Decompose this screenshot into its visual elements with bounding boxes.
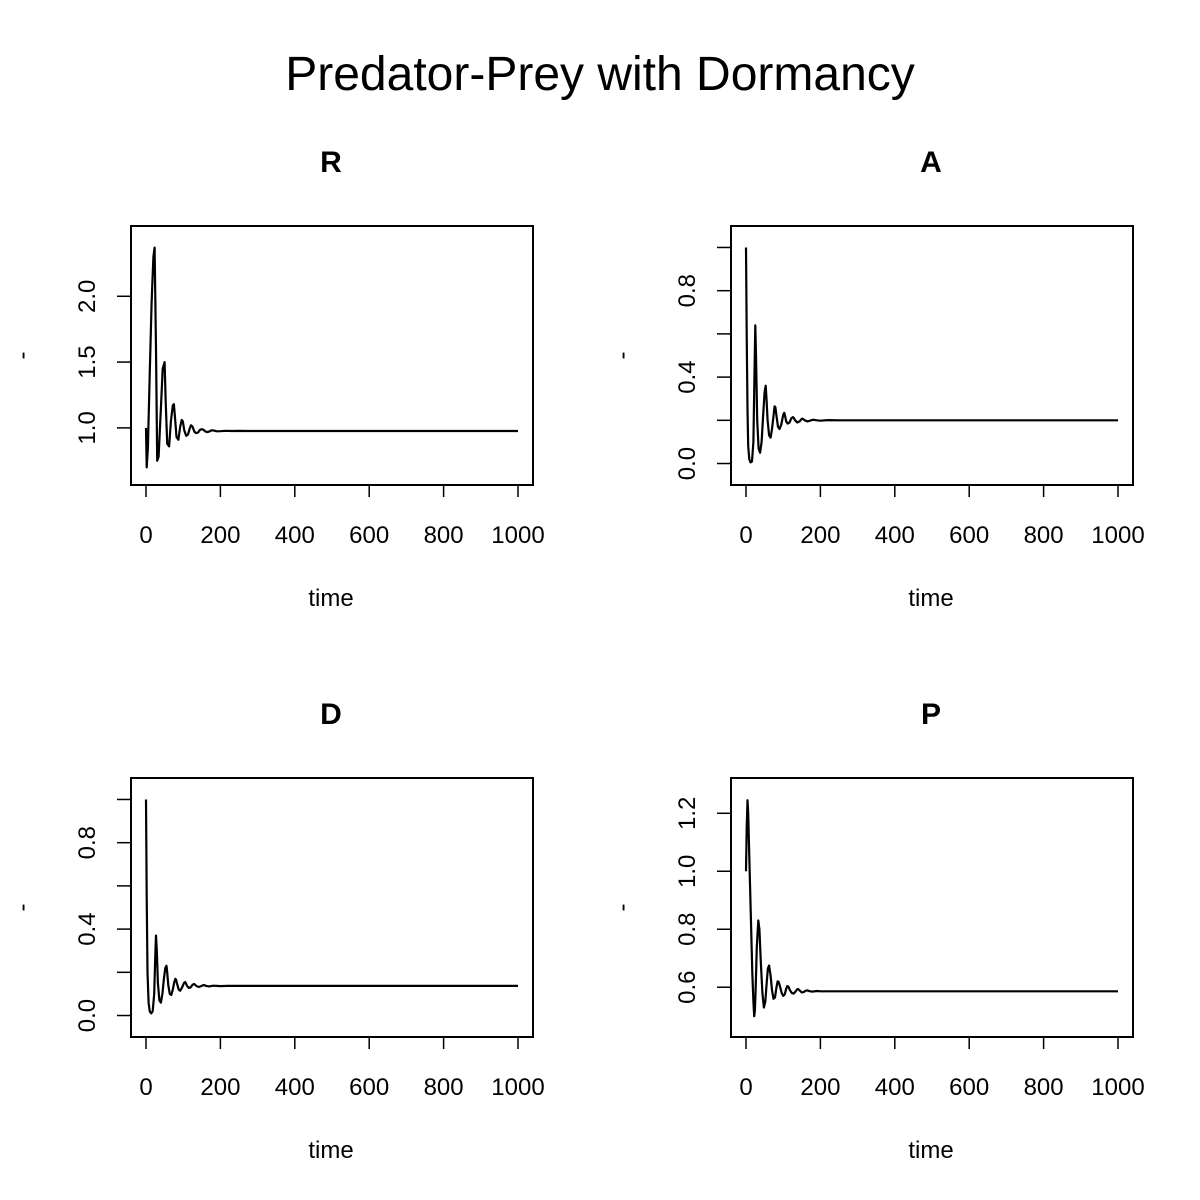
- x-tick-label: 600: [349, 1074, 389, 1101]
- x-tick-label: 0: [739, 522, 752, 549]
- series-line-d: [144, 799, 518, 1015]
- x-axis-label: time: [308, 1137, 353, 1164]
- x-tick-label: 600: [949, 522, 989, 549]
- panel-a: A 0 200 400 600 800 1000 0.0 0.4 0.8 time -: [609, 146, 1145, 612]
- panel-p: P 0 200 400 600 800 1000 0.6 0.8 1.0 1.2 time -: [609, 698, 1145, 1164]
- x-tick-label: 1000: [491, 522, 544, 549]
- y-axis-label: -: [609, 352, 636, 360]
- panel-r: R 0 200 400 600 800 1000 1.0 1.5 2.0 time -: [9, 146, 545, 612]
- y-tick-label: 2.0: [74, 280, 101, 313]
- panel-title: D: [320, 698, 342, 731]
- y-tick-label: 1.5: [74, 345, 101, 378]
- x-axis-label: time: [908, 585, 953, 612]
- y-tick-label: 0.8: [674, 274, 701, 307]
- y-tick-label: 1.0: [74, 411, 101, 444]
- y-axis-label: -: [609, 904, 636, 912]
- y-tick-label: 0.4: [674, 360, 701, 393]
- y-tick-label: 0.8: [674, 913, 701, 946]
- series-line-p: [744, 799, 1118, 1018]
- y-tick-label: 0.6: [674, 971, 701, 1004]
- x-tick-label: 800: [424, 1074, 464, 1101]
- x-tick-label: 0: [139, 522, 152, 549]
- x-axis-label: time: [308, 585, 353, 612]
- x-tick-label: 200: [800, 1074, 840, 1101]
- x-tick-label: 200: [800, 522, 840, 549]
- x-tick-label: 800: [1024, 522, 1064, 549]
- x-tick-label: 400: [875, 1074, 915, 1101]
- x-tick-label: 1000: [491, 1074, 544, 1101]
- figure-title: Predator-Prey with Dormancy: [285, 48, 915, 101]
- x-tick-label: 0: [739, 1074, 752, 1101]
- x-tick-label: 400: [875, 522, 915, 549]
- x-tick-label: 1000: [1091, 522, 1144, 549]
- y-tick-label: 1.2: [674, 797, 701, 830]
- x-tick-label: 0: [139, 1074, 152, 1101]
- x-tick-label: 600: [349, 522, 389, 549]
- x-tick-label: 400: [275, 522, 315, 549]
- x-tick-label: 600: [949, 1074, 989, 1101]
- series-line-a: [744, 247, 1118, 464]
- y-tick-label: 0.0: [674, 447, 701, 480]
- chart-panels: R 0 200 400 600 800 1000 1.0 1.5 2.0 time - A 0 200 400…: [9, 146, 1145, 1164]
- y-tick-label: 1.0: [674, 855, 701, 888]
- panel-d: D 0 200 400 600 800 1000 0.0 0.4 0.8 time -: [9, 698, 545, 1164]
- y-tick-label: 0.4: [74, 912, 101, 945]
- panel-title: P: [921, 698, 941, 731]
- y-axis-label: -: [9, 352, 36, 360]
- x-tick-label: 800: [1024, 1074, 1064, 1101]
- y-tick-label: 0.8: [74, 826, 101, 859]
- y-axis-label: -: [9, 904, 36, 912]
- y-tick-label: 0.0: [74, 999, 101, 1032]
- panel-title: A: [920, 146, 942, 179]
- x-axis-label: time: [908, 1137, 953, 1164]
- x-tick-label: 200: [200, 522, 240, 549]
- x-tick-label: 800: [424, 522, 464, 549]
- x-tick-label: 1000: [1091, 1074, 1144, 1101]
- x-tick-label: 400: [275, 1074, 315, 1101]
- panel-title: R: [320, 146, 342, 179]
- x-tick-label: 200: [200, 1074, 240, 1101]
- series-line-r: [144, 246, 518, 469]
